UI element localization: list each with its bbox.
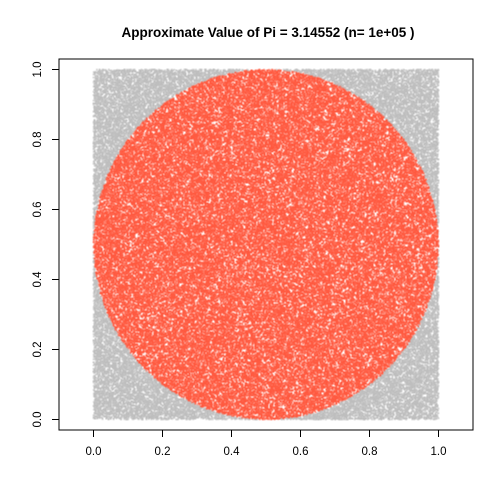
x-tick-label: 1.0 [431,446,447,458]
scatter-points-raster [92,68,440,421]
scatter-points [92,68,440,421]
chart-title: Approximate Value of Pi = 3.14552 (n= 1e… [121,25,414,40]
x-tick-label: 0.8 [362,446,378,458]
y-tick-label: 0.0 [32,412,44,428]
y-tick-label: 0.4 [32,271,44,288]
x-tick-label: 0.0 [86,446,102,458]
y-tick-label: 0.6 [32,202,44,218]
y-tick-label: 1.0 [32,62,44,78]
y-tick-label: 0.8 [32,132,44,148]
x-tick-label: 0.6 [293,446,309,458]
x-tick-label: 0.4 [224,446,241,458]
y-axis: 0.0 0.2 0.4 0.6 0.8 1.0 [32,62,60,428]
x-axis: 0.0 0.2 0.4 0.6 0.8 1.0 [86,429,447,458]
x-tick-label: 0.2 [155,446,171,458]
y-tick-label: 0.2 [32,342,44,358]
